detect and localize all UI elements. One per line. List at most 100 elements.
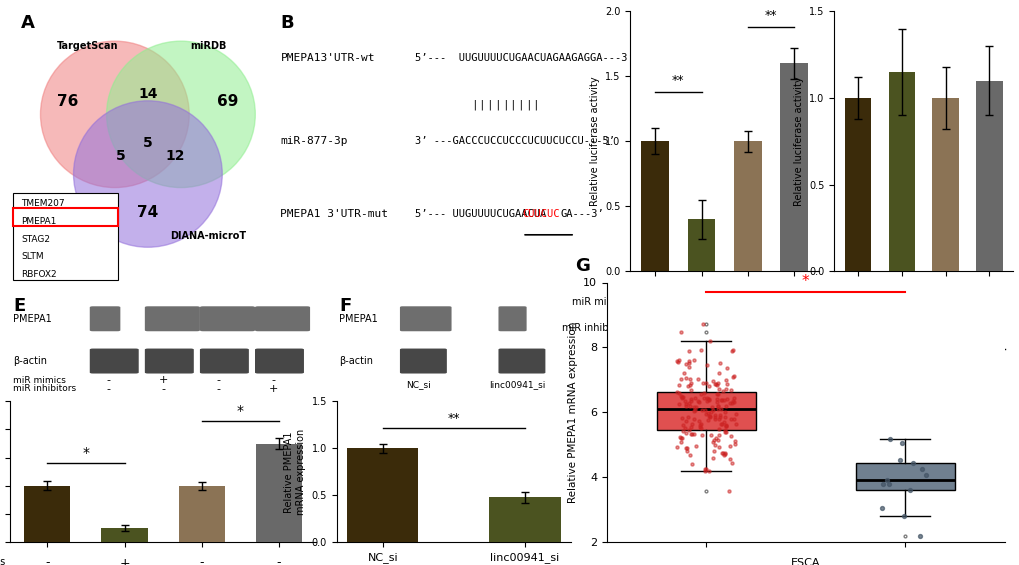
Bar	[13, 193, 117, 280]
Text: -: -	[899, 323, 903, 336]
Point	[877, 476, 894, 485]
Point	[704, 376, 720, 385]
Point	[672, 433, 688, 442]
FancyBboxPatch shape	[200, 306, 255, 331]
Point	[879, 479, 896, 488]
FancyBboxPatch shape	[255, 349, 304, 373]
Text: -: -	[699, 323, 703, 336]
Point	[709, 436, 726, 445]
Y-axis label: Relative PMEPA1
mRNA expression: Relative PMEPA1 mRNA expression	[284, 429, 306, 515]
Point	[712, 419, 729, 428]
Text: miR mimics: miR mimics	[0, 557, 5, 565]
Text: **: **	[447, 412, 460, 425]
Point	[881, 434, 898, 444]
Point	[704, 453, 720, 462]
Point	[686, 429, 702, 438]
PathPatch shape	[656, 392, 755, 431]
Point	[681, 375, 697, 384]
Point	[678, 446, 694, 455]
Point	[694, 406, 710, 415]
Point	[717, 376, 734, 385]
Point	[727, 419, 743, 428]
Point	[677, 444, 693, 453]
Text: SLTM: SLTM	[21, 252, 44, 261]
Point	[723, 346, 740, 355]
Point	[673, 328, 689, 337]
Point	[709, 402, 726, 411]
Bar	[780, 63, 807, 271]
Point	[669, 388, 686, 397]
Point	[692, 420, 708, 429]
Point	[700, 396, 716, 405]
Point	[722, 385, 739, 394]
Point	[717, 364, 734, 373]
Point	[674, 414, 690, 423]
Point	[677, 399, 693, 408]
Point	[678, 428, 694, 437]
Point	[699, 415, 715, 424]
Bar	[13, 208, 117, 225]
Point	[717, 402, 734, 411]
Text: DIANA-microT: DIANA-microT	[170, 231, 247, 241]
Text: PMEPA1: PMEPA1	[13, 314, 52, 324]
Point	[686, 393, 702, 402]
Point	[705, 379, 721, 388]
Point	[698, 361, 714, 370]
Point	[710, 368, 727, 377]
Point	[706, 412, 722, 421]
Point	[673, 392, 689, 401]
Point	[668, 443, 685, 452]
Text: |: |	[501, 99, 507, 110]
Point	[705, 446, 721, 455]
Point	[683, 430, 699, 439]
Point	[681, 356, 697, 365]
Point	[708, 380, 725, 389]
Point	[696, 467, 712, 476]
Text: +: +	[268, 384, 278, 394]
Point	[706, 411, 722, 420]
Text: -: -	[745, 297, 749, 310]
Bar	[844, 98, 870, 271]
Text: PMEPA13'UTR-wt: PMEPA13'UTR-wt	[280, 53, 375, 63]
Point	[682, 430, 698, 439]
Point	[723, 459, 740, 468]
Point	[715, 396, 732, 405]
Text: -: -	[45, 557, 50, 565]
Point	[716, 427, 733, 436]
Point	[717, 427, 734, 436]
Point	[671, 381, 687, 390]
Point	[715, 407, 732, 416]
Text: +: +	[788, 323, 799, 336]
Text: PMEPA1 3’UTR-wt: PMEPA1 3’UTR-wt	[679, 367, 769, 377]
Point	[721, 455, 738, 464]
FancyBboxPatch shape	[200, 349, 249, 373]
Point	[904, 458, 920, 467]
X-axis label: ESCA
(num(T)=182; num(N)=13): ESCA (num(T)=182; num(N)=13)	[729, 558, 881, 565]
Point	[698, 397, 714, 406]
Text: -: -	[745, 323, 749, 336]
Point	[716, 449, 733, 458]
FancyBboxPatch shape	[498, 349, 545, 373]
Point	[716, 412, 733, 421]
Point	[707, 379, 723, 388]
Point	[710, 425, 727, 434]
Text: |: |	[470, 99, 477, 110]
Point	[692, 420, 708, 429]
Point	[716, 449, 733, 458]
Text: β-actin: β-actin	[338, 356, 373, 366]
Text: +: +	[158, 375, 168, 385]
Point	[674, 420, 690, 429]
Circle shape	[41, 41, 190, 188]
Point	[671, 356, 687, 365]
Text: 5’---  UUGUUUUCUGAACUAGAAGAGGA---3’: 5’--- UUGUUUUCUGAACUAGAAGAGGA---3’	[415, 53, 633, 63]
Bar	[734, 141, 761, 271]
Point	[873, 503, 890, 512]
Point	[706, 441, 722, 450]
Bar	[888, 72, 914, 271]
Text: -: -	[161, 384, 165, 394]
FancyBboxPatch shape	[255, 306, 310, 331]
Point	[709, 405, 726, 414]
Text: 5: 5	[143, 136, 153, 150]
Point	[694, 320, 710, 329]
Point	[710, 431, 727, 440]
